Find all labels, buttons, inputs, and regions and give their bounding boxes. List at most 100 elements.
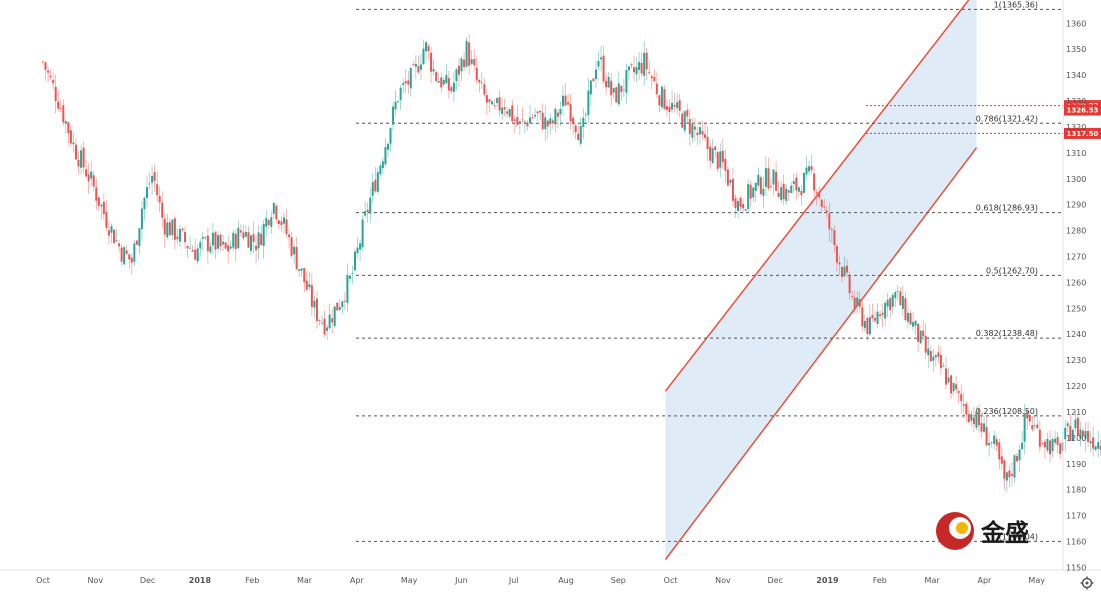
candle-body xyxy=(810,166,813,171)
channel-lower-line[interactable] xyxy=(664,147,978,561)
candle-body xyxy=(397,101,400,102)
y-tick-label: 1220 xyxy=(1066,382,1086,391)
candle-body xyxy=(939,354,942,369)
x-tick-label: Aug xyxy=(558,576,574,585)
candle-body xyxy=(521,119,524,121)
candle-body xyxy=(42,61,44,63)
candle-body xyxy=(222,241,225,245)
candle-body xyxy=(1097,441,1100,449)
candle-body xyxy=(802,172,805,193)
candle-body xyxy=(437,80,440,83)
candle-body xyxy=(529,117,532,124)
candle-body xyxy=(1003,460,1006,479)
candle-body xyxy=(442,79,445,85)
candle-body xyxy=(389,128,392,144)
candle-body xyxy=(693,126,696,130)
x-tick-label: May xyxy=(401,576,418,585)
candle-body xyxy=(912,322,915,327)
candle-body xyxy=(901,296,904,309)
x-tick-label: Dec xyxy=(140,576,155,585)
candle-body xyxy=(288,234,291,238)
candle-body xyxy=(589,80,592,95)
candle-body xyxy=(148,183,151,185)
candle-body xyxy=(561,95,564,107)
channel-upper-line[interactable] xyxy=(664,0,970,392)
candle-body xyxy=(554,108,557,123)
logo: 金盛 xyxy=(936,512,1029,550)
candle-body xyxy=(853,297,856,309)
candle-body xyxy=(483,84,486,95)
candle-body xyxy=(432,69,435,72)
candle-body xyxy=(74,144,77,160)
candle-body xyxy=(257,232,260,249)
candle-body xyxy=(77,160,80,167)
candle-body xyxy=(600,57,603,60)
candle-body xyxy=(62,105,65,123)
candle-body xyxy=(866,317,869,334)
candle-body xyxy=(881,312,884,315)
y-tick-label: 1310 xyxy=(1066,149,1086,158)
candle-body xyxy=(726,169,729,186)
candle-body xyxy=(272,203,275,214)
candle-body xyxy=(767,168,770,189)
candle-body xyxy=(321,322,324,324)
candle-body xyxy=(841,266,844,277)
candle-body xyxy=(1041,443,1044,445)
fib-level-label: 1(1365.36) xyxy=(994,0,1038,9)
candle-body xyxy=(49,75,52,78)
y-tick-label: 1270 xyxy=(1066,253,1086,262)
candle-body xyxy=(972,417,975,425)
candle-body xyxy=(977,408,980,426)
candle-body xyxy=(196,248,199,262)
candle-body xyxy=(868,317,871,335)
time-axis[interactable]: Oct Nov Dec 2018 Feb Mar Apr May Jun Jul Aug Sep Oct… xyxy=(36,576,1045,585)
candle-body xyxy=(587,90,590,116)
candle-body xyxy=(181,228,184,231)
candle-body xyxy=(688,118,691,134)
candle-body xyxy=(899,291,902,306)
candle-body xyxy=(924,335,927,353)
candle-body xyxy=(539,110,542,113)
candle-body xyxy=(607,76,610,88)
candle-body xyxy=(676,102,679,109)
candle-body xyxy=(523,121,526,123)
channel-layer xyxy=(664,0,978,561)
candle-body xyxy=(178,229,181,242)
candle-body xyxy=(655,83,658,95)
candle-body xyxy=(906,312,909,322)
candle-body xyxy=(965,403,968,415)
candle-body xyxy=(412,64,415,66)
price-badge[interactable] xyxy=(1064,127,1101,139)
price-badge[interactable] xyxy=(1064,104,1101,116)
candle-body xyxy=(100,204,103,207)
candle-body xyxy=(374,179,377,192)
candle-body xyxy=(541,112,544,130)
candle-body xyxy=(341,301,344,308)
candle-body xyxy=(351,273,354,275)
candle-body xyxy=(488,99,491,102)
candle-body xyxy=(95,187,98,201)
gear-icon[interactable] xyxy=(1080,576,1094,590)
candle-body xyxy=(719,151,722,168)
candle-body xyxy=(673,105,676,107)
candle-body xyxy=(219,234,222,247)
candle-body xyxy=(744,209,747,211)
candle-body xyxy=(102,201,105,214)
candle-body xyxy=(44,62,47,70)
price-axis[interactable]: 1150 1160 1170 1180 1190 1200 1210 1220 1230 1240… xyxy=(1066,19,1086,572)
candle-body xyxy=(158,196,161,203)
candle-body xyxy=(665,106,668,110)
candle-body xyxy=(749,184,752,199)
candle-body xyxy=(303,268,306,283)
candle-body xyxy=(217,235,220,249)
candle-body xyxy=(1056,437,1059,445)
candle-body xyxy=(1000,456,1003,464)
candle-body xyxy=(828,213,831,230)
candle-body xyxy=(780,187,783,200)
candle-body xyxy=(1059,443,1062,454)
candle-body xyxy=(716,152,719,169)
candle-body xyxy=(851,295,854,297)
candle-body xyxy=(328,314,331,329)
